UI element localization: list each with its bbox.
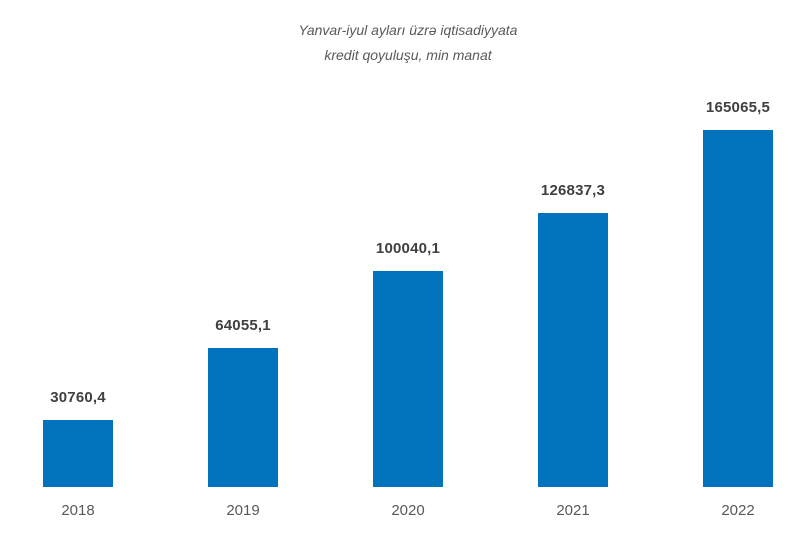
bar-value-label-2022: 165065,5 [705, 99, 771, 116]
bar-2022 [703, 130, 773, 487]
bar-value-label-2021: 126837,3 [540, 182, 606, 199]
bar-2019 [208, 348, 278, 487]
chart-title: Yanvar-iyul ayları üzrə iqtisadiyyata kr… [16, 18, 800, 68]
bar-value-label-2019: 64055,1 [215, 317, 271, 334]
bar-2020 [373, 271, 443, 487]
x-axis-label-2018: 2018 [61, 502, 95, 519]
x-axis-label-2020: 2020 [391, 502, 425, 519]
bar-2018 [43, 420, 113, 487]
x-axis-label-2021: 2021 [556, 502, 590, 519]
x-axis-label-2019: 2019 [226, 502, 260, 519]
bar-value-label-2020: 100040,1 [375, 240, 441, 257]
chart-title-line-1: Yanvar-iyul ayları üzrə iqtisadiyyata [298, 22, 518, 38]
bar-value-label-2018: 30760,4 [50, 389, 106, 406]
chart-title-line-2: kredit qoyuluşu, min manat [324, 47, 492, 63]
bar-2021 [538, 213, 608, 487]
x-axis-label-2022: 2022 [721, 502, 755, 519]
